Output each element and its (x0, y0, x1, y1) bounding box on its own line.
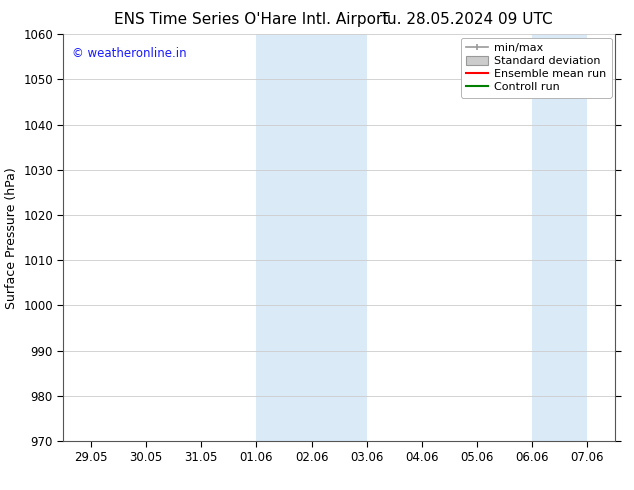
Text: Tu. 28.05.2024 09 UTC: Tu. 28.05.2024 09 UTC (380, 12, 553, 27)
Text: © weatheronline.in: © weatheronline.in (72, 47, 186, 59)
Text: ENS Time Series O'Hare Intl. Airport: ENS Time Series O'Hare Intl. Airport (114, 12, 389, 27)
Bar (533, 34, 588, 441)
Bar (256, 34, 367, 441)
Legend: min/max, Standard deviation, Ensemble mean run, Controll run: min/max, Standard deviation, Ensemble me… (460, 38, 612, 98)
Y-axis label: Surface Pressure (hPa): Surface Pressure (hPa) (4, 167, 18, 309)
